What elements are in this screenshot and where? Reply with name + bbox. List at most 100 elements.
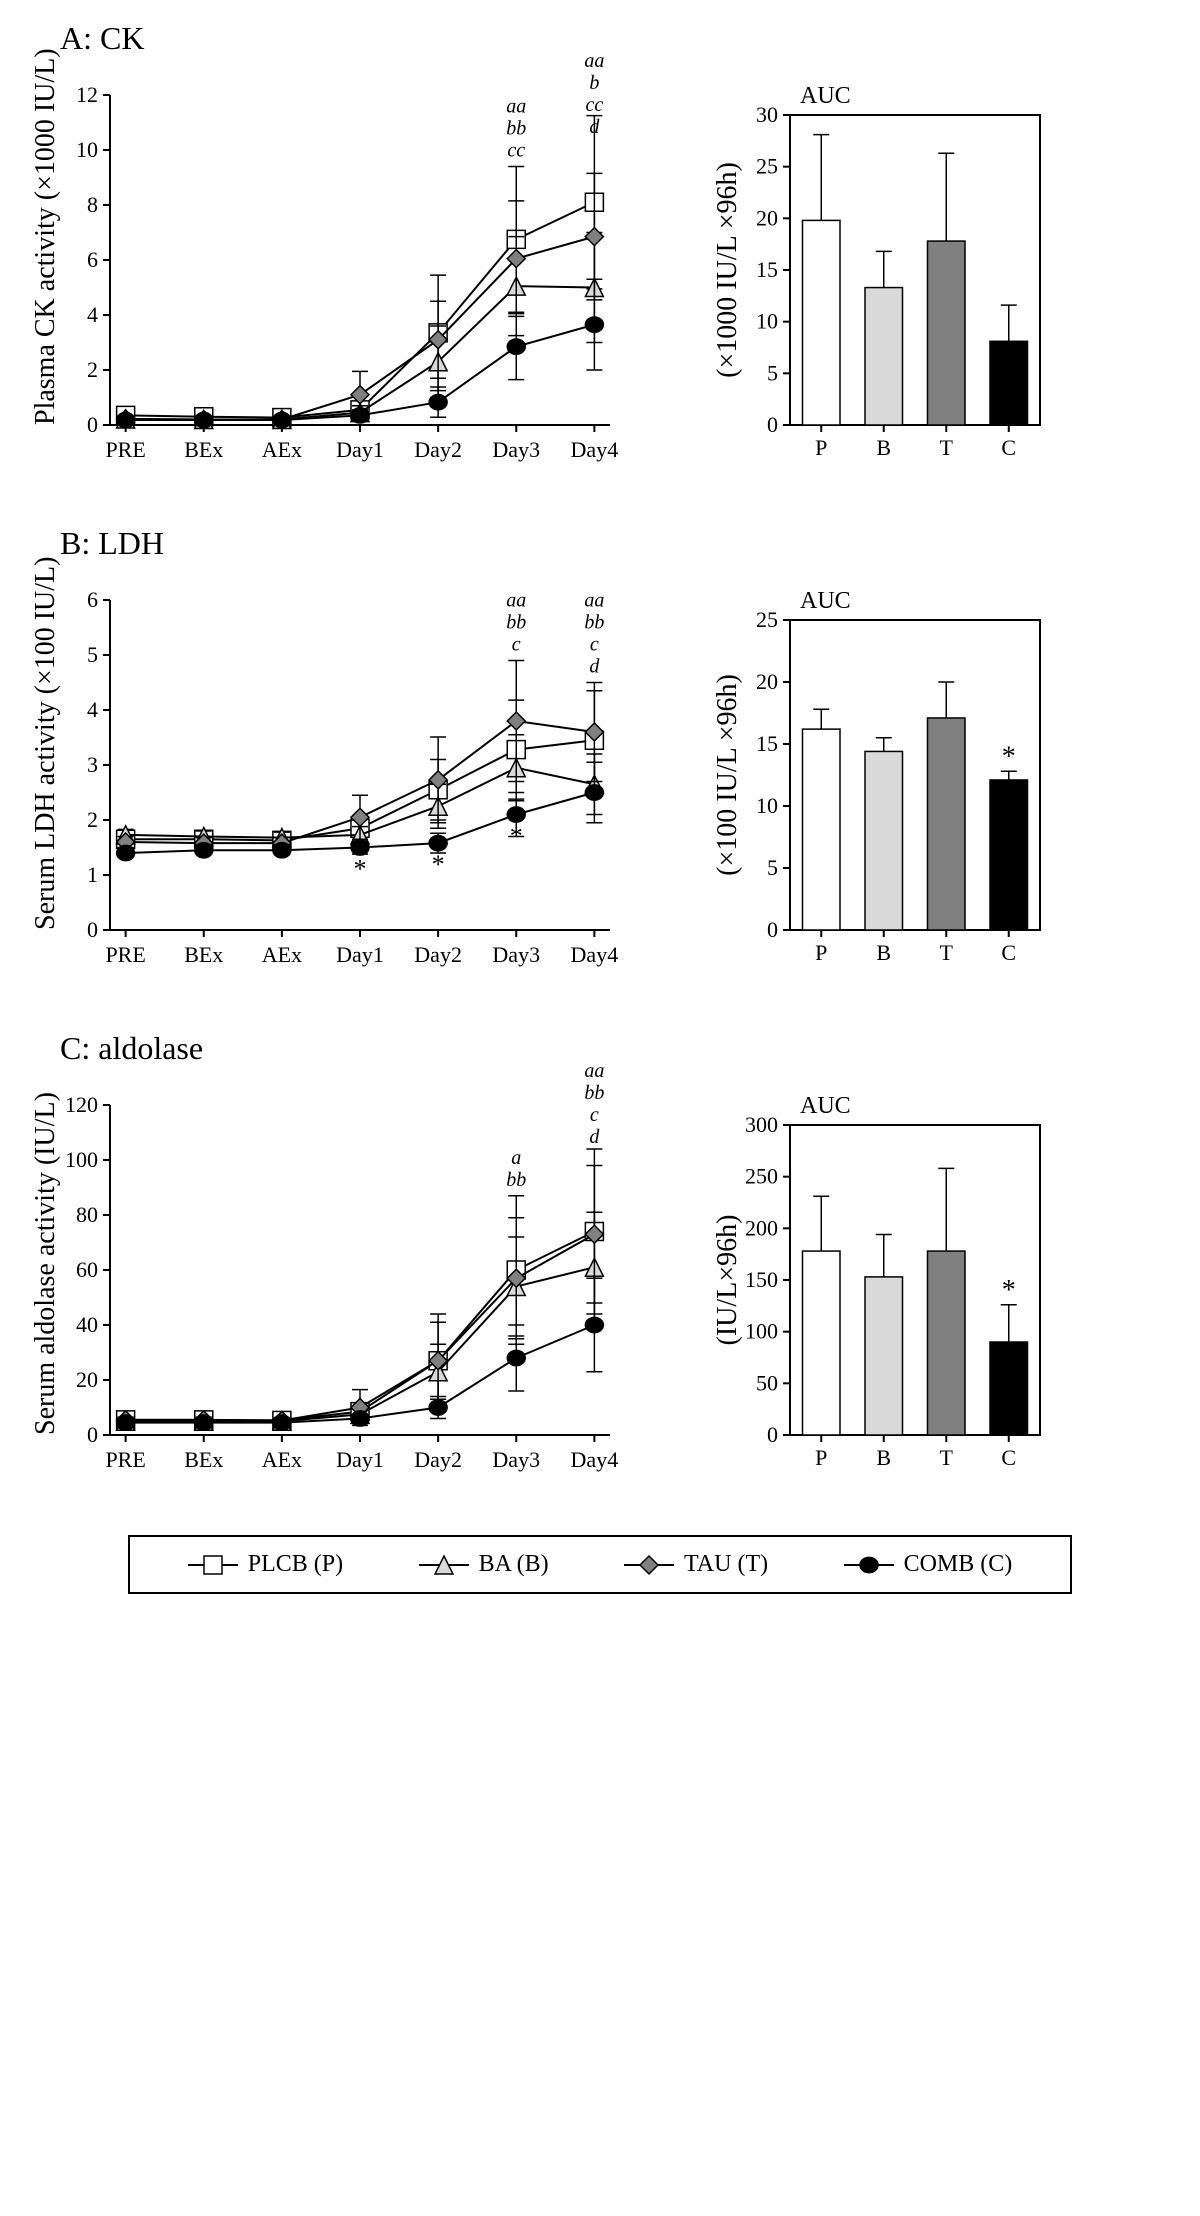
- svg-text:1: 1: [87, 862, 98, 887]
- svg-text:250: 250: [745, 1164, 778, 1189]
- svg-text:300: 300: [745, 1112, 778, 1137]
- svg-text:aa: aa: [584, 50, 604, 72]
- svg-text:cc: cc: [585, 94, 603, 116]
- auc-bar-chart-A: AUC(×1000 IU/L ×96h)051015202530PBTC: [700, 65, 1080, 485]
- svg-text:3: 3: [87, 752, 98, 777]
- svg-text:PRE: PRE: [105, 437, 145, 462]
- legend-label-T: TAU (T): [684, 1551, 768, 1578]
- svg-text:aa: aa: [506, 96, 526, 118]
- svg-text:8: 8: [87, 192, 98, 217]
- svg-text:C: C: [1001, 1445, 1016, 1470]
- legend-item-P: PLCB (P): [188, 1551, 343, 1578]
- legend-label-B: BA (B): [479, 1551, 549, 1578]
- svg-text:20: 20: [756, 205, 778, 230]
- svg-text:40: 40: [76, 1312, 98, 1337]
- svg-text:P: P: [815, 435, 827, 460]
- svg-text:0: 0: [767, 1422, 778, 1447]
- svg-text:Day3: Day3: [492, 942, 540, 967]
- svg-text:5: 5: [767, 360, 778, 385]
- svg-text:*: *: [432, 850, 445, 879]
- svg-text:Day2: Day2: [414, 1447, 462, 1472]
- panel-row: Plasma CK activity (×1000 IU/L)024681012…: [20, 65, 1180, 485]
- svg-text:5: 5: [767, 855, 778, 880]
- svg-text:Day4: Day4: [571, 942, 619, 967]
- svg-text:T: T: [940, 1445, 954, 1470]
- svg-text:80: 80: [76, 1202, 98, 1227]
- svg-text:15: 15: [756, 257, 778, 282]
- svg-text:4: 4: [87, 697, 98, 722]
- svg-text:25: 25: [756, 154, 778, 179]
- svg-text:0: 0: [87, 1422, 98, 1447]
- svg-text:100: 100: [65, 1147, 98, 1172]
- svg-text:cc: cc: [507, 140, 525, 162]
- svg-text:2: 2: [87, 357, 98, 382]
- svg-text:2: 2: [87, 807, 98, 832]
- svg-text:bb: bb: [506, 612, 526, 634]
- svg-text:aa: aa: [584, 1060, 604, 1082]
- auc-bar-chart-C: AUC(IU/L×96h)050100150200250300PBT*C: [700, 1075, 1080, 1495]
- legend: PLCB (P) BA (B) TAU (T) COMB (C): [128, 1535, 1072, 1594]
- svg-text:*: *: [1002, 1275, 1016, 1306]
- svg-text:50: 50: [756, 1370, 778, 1395]
- svg-text:c: c: [590, 634, 599, 656]
- y-axis-label: Serum LDH activity (×100 IU/L): [30, 600, 62, 930]
- svg-text:20: 20: [756, 669, 778, 694]
- svg-text:6: 6: [87, 587, 98, 612]
- svg-text:Day1: Day1: [336, 437, 384, 462]
- svg-text:B: B: [876, 435, 891, 460]
- legend-item-B: BA (B): [419, 1551, 549, 1578]
- svg-text:aa: aa: [506, 590, 526, 612]
- svg-text:T: T: [940, 940, 954, 965]
- line-chart-B: Serum LDH activity (×100 IU/L)0123456PRE…: [20, 570, 640, 990]
- legend-marker-C: [844, 1555, 894, 1575]
- svg-text:*: *: [1002, 741, 1016, 772]
- svg-text:aa: aa: [584, 590, 604, 612]
- svg-text:0: 0: [87, 412, 98, 437]
- line-chart-A: Plasma CK activity (×1000 IU/L)024681012…: [20, 65, 640, 485]
- svg-text:T: T: [940, 435, 954, 460]
- legend-marker-B: [419, 1555, 469, 1575]
- svg-text:25: 25: [756, 607, 778, 632]
- legend-marker-T: [624, 1555, 674, 1575]
- svg-text:*: *: [510, 822, 523, 851]
- svg-text:Day1: Day1: [336, 942, 384, 967]
- svg-text:120: 120: [65, 1092, 98, 1117]
- svg-text:Day3: Day3: [492, 1447, 540, 1472]
- svg-text:Day4: Day4: [571, 437, 619, 462]
- svg-text:Day3: Day3: [492, 437, 540, 462]
- svg-text:*: *: [354, 855, 367, 884]
- svg-text:4: 4: [87, 302, 98, 327]
- figure: A: CKPlasma CK activity (×1000 IU/L)0246…: [20, 20, 1180, 1594]
- svg-text:30: 30: [756, 102, 778, 127]
- panel-row: Serum LDH activity (×100 IU/L) 0 1 2 3 4 5 6 PRE…: [20, 570, 1180, 990]
- auc-title: AUC: [800, 1093, 851, 1120]
- panel-title: C: aldolase: [60, 1030, 1180, 1067]
- auc-title: AUC: [800, 83, 851, 110]
- panel-B: B: LDH Serum LDH activity (×100 IU/L) 0 1 2 3…: [20, 525, 1180, 990]
- svg-text:15: 15: [756, 731, 778, 756]
- panel-A: A: CKPlasma CK activity (×1000 IU/L)0246…: [20, 20, 1180, 485]
- svg-text:0: 0: [767, 917, 778, 942]
- svg-text:B: B: [876, 940, 891, 965]
- svg-text:a: a: [511, 1147, 521, 1169]
- legend-label-P: PLCB (P): [248, 1551, 343, 1578]
- svg-text:Day2: Day2: [414, 437, 462, 462]
- svg-text:Day4: Day4: [571, 1447, 619, 1472]
- svg-text:bb: bb: [506, 1169, 526, 1191]
- legend-marker-P: [188, 1555, 238, 1575]
- legend-item-C: COMB (C): [844, 1551, 1013, 1578]
- svg-text:PRE: PRE: [105, 942, 145, 967]
- panel-title: B: LDH: [60, 525, 1180, 562]
- svg-text:20: 20: [76, 1367, 98, 1392]
- svg-text:10: 10: [756, 793, 778, 818]
- svg-text:0: 0: [87, 917, 98, 942]
- svg-text:bb: bb: [584, 612, 604, 634]
- svg-text:C: C: [1001, 435, 1016, 460]
- svg-text:BEx: BEx: [184, 437, 223, 462]
- svg-text:Day2: Day2: [414, 942, 462, 967]
- svg-text:AEx: AEx: [262, 942, 302, 967]
- y-axis-label: Serum aldolase activity (IU/L): [30, 1105, 62, 1435]
- svg-text:60: 60: [76, 1257, 98, 1282]
- auc-y-axis-label: (×100 IU/L ×96h): [712, 620, 744, 930]
- svg-text:B: B: [876, 1445, 891, 1470]
